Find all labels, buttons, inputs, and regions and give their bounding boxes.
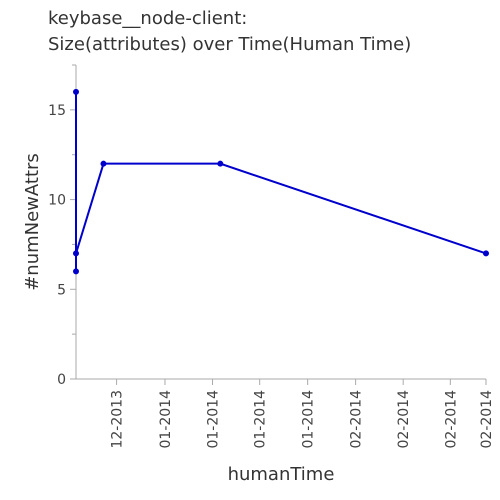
series-layer [73, 88, 489, 275]
y-tick-label: 10 [48, 193, 66, 209]
x-axis-label: humanTime [228, 464, 335, 485]
chart-title-line-2: Size(attributes) over Time(Human Time) [48, 34, 411, 55]
x-tick-label: 01-2014 [158, 390, 174, 449]
y-tick-label: 15 [48, 103, 66, 119]
x-tick-label: 01-2014 [253, 390, 269, 449]
x-tick-label: 02-2014 [479, 390, 495, 449]
data-point [73, 250, 79, 257]
series-line [75, 91, 487, 272]
x-tick-label: 01-2014 [206, 390, 222, 449]
x-tick-label: 02-2014 [349, 390, 365, 449]
data-point [217, 160, 224, 167]
x-axis-ticks: 12-2013 01-2014 01-2014 01-2014 01-2014 02-20… [110, 379, 495, 449]
chart-title-line-1: keybase__node-client: [48, 8, 247, 29]
y-tick-label: 0 [57, 372, 66, 388]
data-point [100, 160, 107, 167]
data-point [73, 268, 79, 275]
y-axis-ticks: 0 5 10 15 [48, 64, 76, 388]
x-tick-label: 01-2014 [301, 390, 317, 449]
chart-title: keybase__node-client: Size(attributes) o… [48, 8, 411, 55]
y-tick-label: 5 [57, 282, 66, 298]
x-tick-label: 02-2014 [443, 390, 459, 449]
axes [75, 65, 486, 380]
x-tick-label: 12-2013 [110, 390, 126, 449]
y-axis-label: #numNewAttrs [22, 153, 43, 291]
data-point [483, 250, 489, 257]
data-point [73, 88, 79, 95]
x-tick-label: 02-2014 [396, 390, 412, 449]
